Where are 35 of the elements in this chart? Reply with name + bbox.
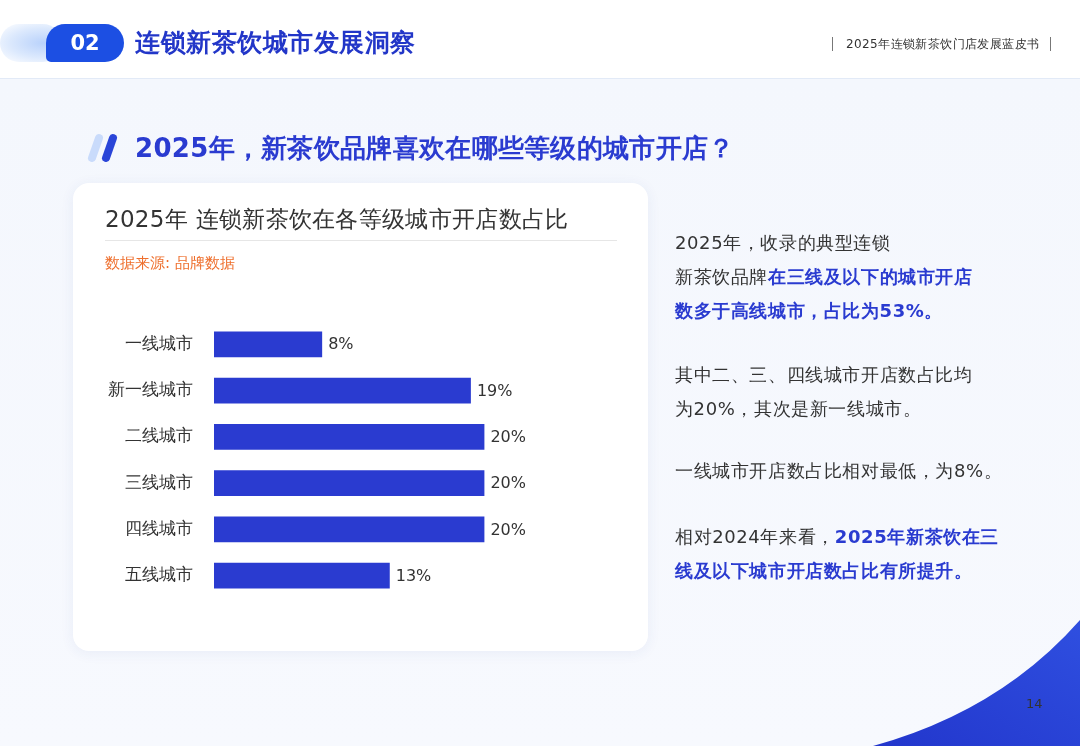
text: 14 [1026, 695, 1043, 713]
text: 2025年连锁新茶饮门店发展蓝皮书 [846, 36, 1040, 53]
text: 2025年，新茶饮品牌喜欢在哪些等级的城市开店？ [135, 132, 735, 165]
y-tick-label: 新一线城市 [108, 379, 193, 400]
source-note: 数据来源: 品牌数据 [105, 253, 235, 273]
text: 2025年，收录的典型连锁 [675, 232, 891, 253]
text: 为20%，其次是新一线城市。 [675, 398, 922, 419]
chart-title: 2025年 连锁新茶饮在各等级城市开店数占比 [105, 205, 569, 233]
data-label: 20% [490, 519, 526, 539]
data-label: 20% [490, 427, 526, 447]
text: 新茶饮品牌 [675, 266, 768, 287]
bar [214, 377, 471, 404]
text: 线及以下城市开店数占比有所提升。 [675, 560, 973, 581]
bar [214, 562, 390, 589]
text: 一线城市开店数占比相对最低，为8%。 [675, 460, 1003, 481]
bar [214, 424, 485, 450]
text: 相对2024年来看， [675, 526, 835, 547]
data-label: 19% [476, 380, 513, 400]
bar [214, 516, 485, 543]
text: 连锁新茶饮城市发展洞察 [135, 27, 416, 59]
y-tick-label: 二线城市 [125, 425, 193, 446]
text: 数多于高线城市，占比为53%。 [675, 300, 944, 321]
data-label: 8% [328, 334, 354, 354]
text: 02 [70, 30, 100, 57]
y-tick-label: 三线城市 [125, 471, 193, 492]
bar [214, 470, 485, 496]
text: 其中二、三、四线城市开店数占比均 [675, 364, 973, 385]
data-label: 20% [490, 473, 526, 493]
text: 2025年新茶饮在三 [834, 526, 999, 547]
text: 在三线及以下的城市开店 [768, 266, 973, 287]
y-tick-label: 五线城市 [125, 564, 193, 585]
data-label: 13% [395, 565, 432, 585]
bar [214, 331, 323, 358]
y-tick-label: 四线城市 [125, 517, 193, 538]
y-tick-label: 一线城市 [125, 332, 193, 353]
